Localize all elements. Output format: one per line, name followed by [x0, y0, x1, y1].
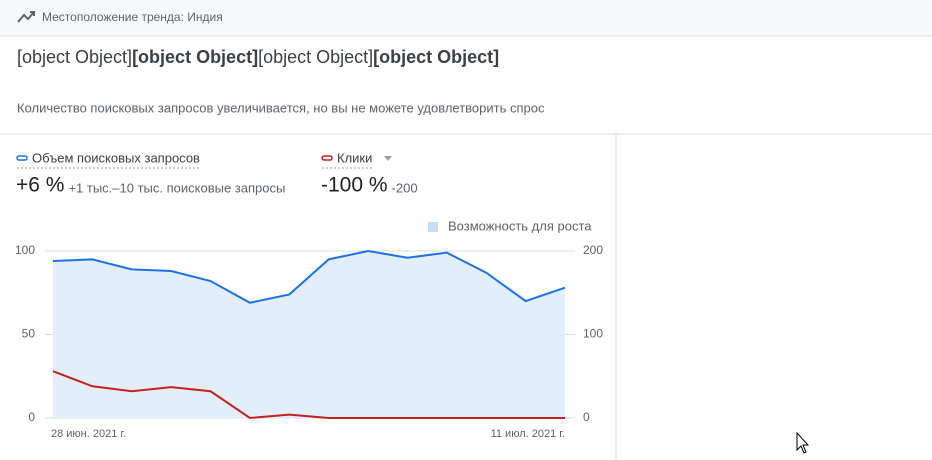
y2-tick-label: 0 — [583, 410, 590, 424]
metric-detail: -200 — [392, 180, 418, 195]
y2-tick-label: 200 — [583, 243, 603, 257]
metric-name: Клики — [337, 150, 372, 165]
x-tick-label: 11 июл. 2021 г. — [491, 428, 565, 440]
headline-part: [object Object] — [258, 47, 373, 67]
cursor — [796, 431, 810, 454]
legend-icon — [321, 155, 333, 161]
series-line — [52, 249, 566, 304]
metric-value: +6 % — [16, 174, 64, 197]
area — [53, 251, 565, 418]
subtitle: Количество поисковых запросов увеличивае… — [17, 100, 545, 115]
y-tick-label: 0 — [28, 410, 35, 424]
y2-tick-label: 100 — [583, 327, 603, 341]
dropdown[interactable] — [384, 156, 392, 161]
x-tick-label: 28 июн. 2021 г. — [51, 428, 126, 440]
series-line — [52, 370, 565, 420]
area-legend: Возможность для роста — [448, 218, 592, 233]
y-tick-label: 50 — [22, 327, 36, 341]
trend-icon-arrow — [30, 11, 35, 16]
metric-detail: +1 тыс.–10 тыс. поисковые запросы — [68, 180, 285, 195]
header-bar — [0, 0, 932, 36]
location: Местоположение тренда: Индия — [42, 10, 223, 24]
legend-icon — [16, 155, 28, 161]
headline: [object Object][object Object][object Ob… — [17, 47, 499, 67]
y-tick-label: 100 — [15, 243, 35, 257]
metric-name: Объем поисковых запросов — [32, 150, 200, 165]
headline-part: [object Object] — [373, 47, 499, 67]
area-legend-swatch — [428, 222, 438, 232]
trend-icon — [17, 11, 35, 23]
headline-part: [object Object] — [17, 47, 132, 67]
headline-part: [object Object] — [132, 47, 258, 67]
metric-value: -100 % — [321, 174, 388, 197]
